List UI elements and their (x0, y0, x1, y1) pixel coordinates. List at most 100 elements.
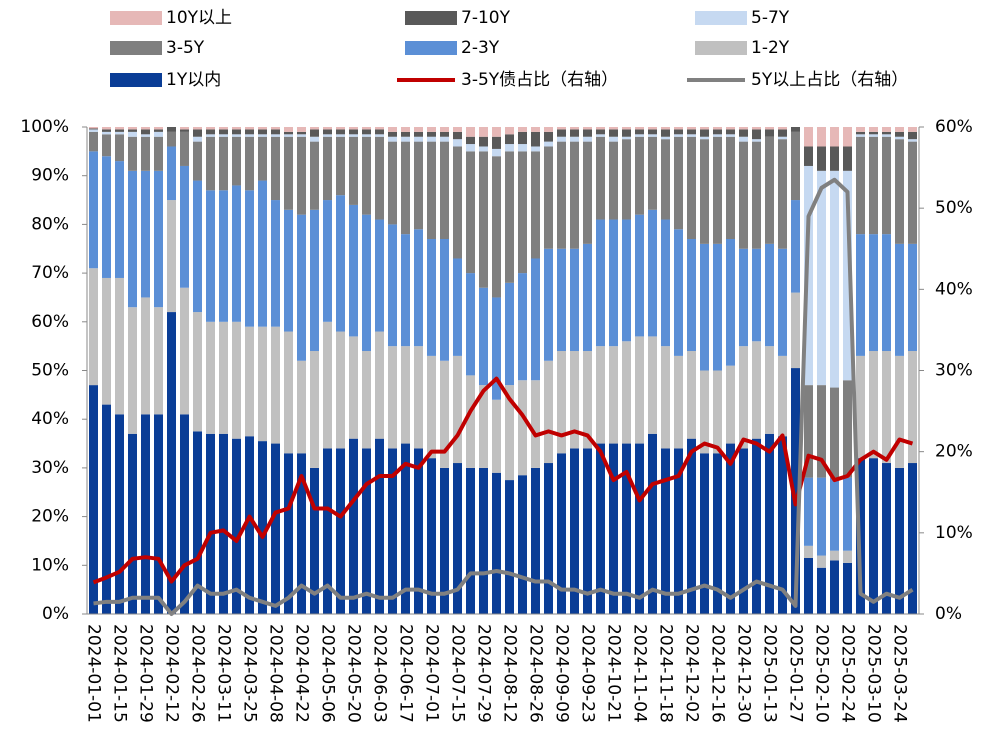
bar-segment (206, 433, 215, 614)
bar-segment (336, 195, 345, 332)
x-tick-label: 2024-05-06 (318, 624, 338, 723)
bar-segment (245, 190, 254, 327)
bar-segment (414, 131, 423, 137)
bar-segment (115, 129, 124, 132)
bar-segment (804, 385, 813, 478)
bar-segment (635, 336, 644, 444)
bar-segment (583, 448, 592, 614)
bar-segment (544, 127, 553, 132)
bar-segment (297, 131, 306, 135)
x-tick-label: 2024-04-08 (266, 624, 286, 723)
y-tick-label: 50% (31, 361, 69, 381)
bar-segment (466, 136, 475, 145)
bar-segment (752, 139, 761, 142)
bar-segment (193, 431, 202, 614)
bar-segment (674, 129, 683, 135)
bar-segment (752, 438, 761, 614)
bar-segment (180, 414, 189, 614)
bar-segment (206, 134, 215, 137)
bar-segment (505, 282, 514, 386)
bar-segment (700, 453, 709, 614)
bar-segment (544, 146, 553, 249)
bar-segment (895, 243, 904, 356)
bar-segment (323, 127, 332, 130)
x-tick-label: 2024-10-21 (604, 624, 624, 723)
bar-segment (154, 136, 163, 171)
y-tick-label: 70% (31, 263, 69, 283)
bar-segment (531, 146, 540, 152)
bar-segment (687, 351, 696, 439)
bar-segment (557, 141, 566, 249)
bar-segment (453, 139, 462, 147)
x-tick-label: 2024-01-15 (110, 624, 130, 723)
y-tick-label: 20% (31, 507, 69, 527)
bar-segment (752, 129, 761, 140)
bar-segment (375, 127, 384, 130)
bar-segment (349, 134, 358, 137)
bar-segment (531, 131, 540, 147)
x-tick-label: 2024-09-09 (552, 624, 572, 723)
bar-segment (882, 136, 891, 235)
bar-segment (284, 131, 293, 135)
bar-segment (713, 127, 722, 130)
x-tick-label: 2025-01-27 (786, 624, 806, 723)
bar-segment (336, 331, 345, 449)
bar-segment (219, 321, 228, 434)
bar-segment (739, 127, 748, 130)
bar-segment (232, 321, 241, 439)
bar-segment (843, 127, 852, 147)
bar-segment (414, 346, 423, 449)
bar-segment (401, 127, 410, 132)
bar-segment (128, 307, 137, 434)
x-tick-label: 2024-01-29 (136, 624, 156, 723)
bar-segment (518, 380, 527, 476)
bar-segment (791, 131, 800, 201)
bar-segment (713, 243, 722, 371)
bar-segment (453, 146, 462, 259)
bar-segment (661, 129, 670, 137)
bar-segment (583, 243, 592, 352)
bar-segment (128, 129, 137, 132)
bar-segment (492, 399, 501, 473)
bar-segment (544, 248, 553, 361)
bar-segment (466, 273, 475, 376)
bar-segment (440, 127, 449, 132)
bar-segment (89, 128, 98, 130)
bar-segment (427, 136, 436, 142)
bar-segment (401, 346, 410, 444)
bar-segment (232, 438, 241, 614)
bar-segment (167, 131, 176, 147)
bar-segment (323, 200, 332, 322)
bar-segment (258, 129, 267, 135)
bar-segment (245, 127, 254, 130)
bar-segment (375, 129, 384, 135)
bar-segment (349, 438, 358, 614)
x-tick-label: 2024-12-30 (734, 624, 754, 723)
bar-segment (271, 326, 280, 444)
legend-label: 7-10Y (461, 8, 511, 28)
bar-segment (882, 127, 891, 132)
bar-segment (154, 307, 163, 415)
bar-segment (531, 258, 540, 381)
bar-segment (635, 443, 644, 614)
bar-segment (648, 433, 657, 614)
bar-segment (427, 127, 436, 132)
x-tick-label: 2024-08-12 (500, 624, 520, 723)
bar-segment (414, 136, 423, 142)
bar-segment (908, 463, 917, 614)
bar-segment (687, 127, 696, 130)
x-tick-label: 2024-05-20 (344, 624, 364, 723)
bar-segment (297, 214, 306, 361)
bar-segment (388, 141, 397, 225)
bar-segment (622, 127, 631, 130)
bar-segment (193, 180, 202, 313)
bar-segment (778, 129, 787, 137)
bar-segment (830, 127, 839, 147)
bar-segment (531, 151, 540, 259)
bar-segment (232, 134, 241, 137)
bar-segment (284, 209, 293, 332)
bar-segment (557, 136, 566, 142)
bar-segment (609, 346, 618, 444)
bar-segment (89, 385, 98, 614)
bar-segment (141, 134, 150, 137)
